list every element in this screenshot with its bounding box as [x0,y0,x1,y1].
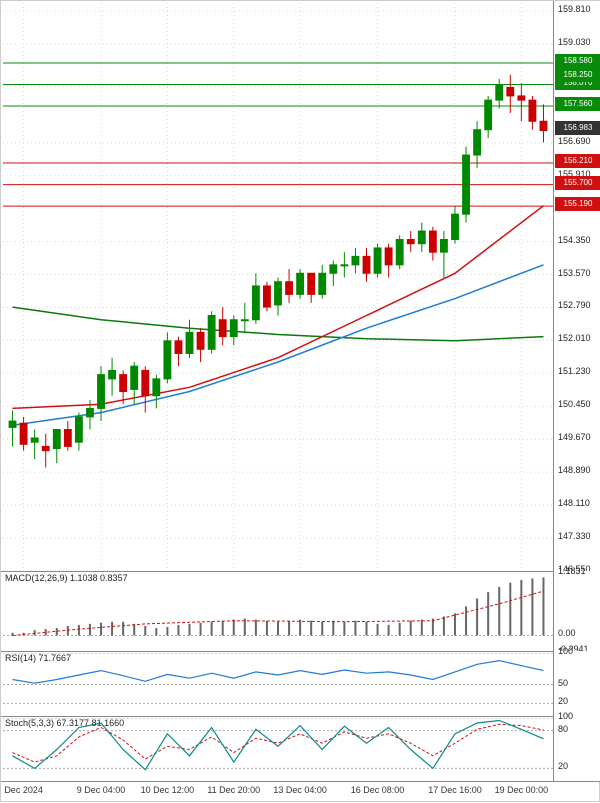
rsi-plot[interactable] [3,653,553,716]
price-panel[interactable]: 146.550147.330148.110148.890149.670150.4… [1,1,600,571]
chart-container: 146.550147.330148.110148.890149.670150.4… [0,0,600,802]
macd-plot[interactable] [3,573,553,651]
price-y-axis: 146.550147.330148.110148.890149.670150.4… [553,1,600,571]
stoch-panel[interactable]: Stoch(5,3,3) 67.3177 81.1660 2080100 [1,716,600,781]
macd-panel[interactable]: MACD(12,26,9) 1.1038 0.8357 -0.29410.001… [1,571,600,651]
rsi-panel[interactable]: RSI(14) 71.7667 2050100 [1,651,600,716]
macd-y-axis: -0.29410.001.1831 [553,571,600,651]
macd-label: MACD(12,26,9) 1.1038 0.8357 [5,573,128,583]
price-plot[interactable] [3,3,553,571]
price-svg [3,3,553,571]
rsi-label: RSI(14) 71.7667 [5,653,71,663]
rsi-svg [3,653,553,716]
stoch-label: Stoch(5,3,3) 67.3177 81.1660 [5,718,124,728]
rsi-y-axis: 2050100 [553,651,600,716]
stoch-y-axis: 2080100 [553,716,600,781]
x-axis: Dec 20249 Dec 04:0010 Dec 12:0011 Dec 20… [1,781,600,803]
macd-svg [3,573,553,651]
